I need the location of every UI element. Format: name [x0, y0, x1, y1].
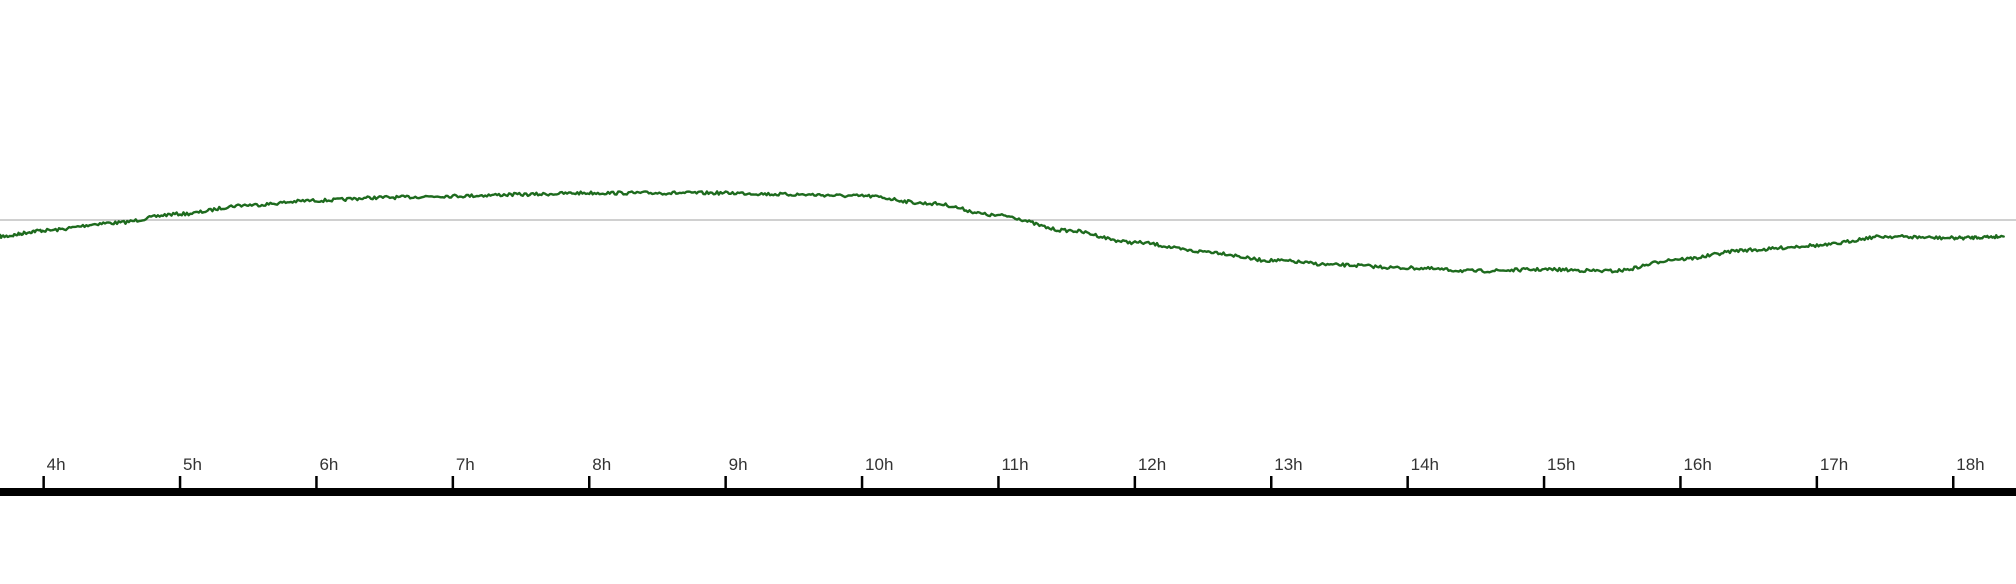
x-tick-label: 8h: [592, 455, 611, 474]
x-tick-label: 18h: [1956, 455, 1984, 474]
x-tick-label: 16h: [1683, 455, 1711, 474]
x-tick-label: 17h: [1820, 455, 1848, 474]
x-tick-label: 9h: [729, 455, 748, 474]
x-tick-label: 12h: [1138, 455, 1166, 474]
x-tick-label: 6h: [319, 455, 338, 474]
x-tick-label: 10h: [865, 455, 893, 474]
x-axis-ticks: 4h 5h 6h 7h 8h 9h 10h 11h 12h 13h 14h 15h 16h 17h 18h: [42, 455, 1985, 490]
series-line: [0, 190, 2005, 274]
x-tick-label: 13h: [1274, 455, 1302, 474]
x-tick-label: 5h: [183, 455, 202, 474]
x-tick-label: 14h: [1411, 455, 1439, 474]
x-tick-label: 15h: [1547, 455, 1575, 474]
x-tick-label: 7h: [456, 455, 475, 474]
x-axis-bar: [0, 488, 2016, 496]
x-tick-label: 4h: [47, 455, 66, 474]
x-tick-label: 11h: [1001, 455, 1028, 474]
